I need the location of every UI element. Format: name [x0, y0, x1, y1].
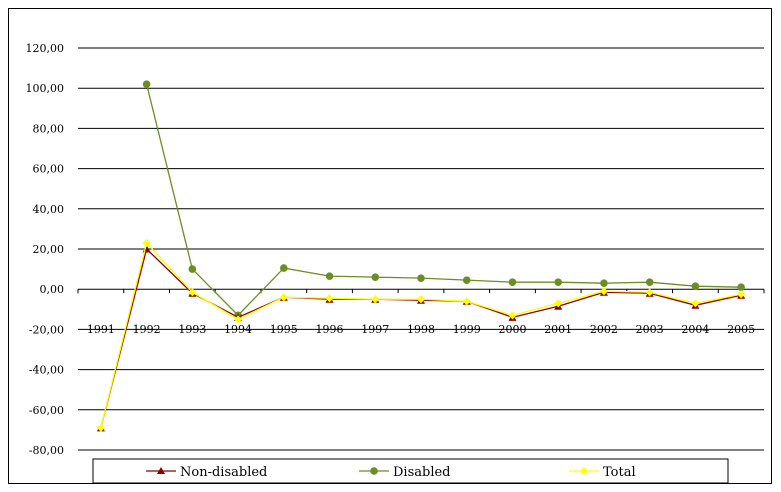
legend-label-non-disabled: Non-disabled: [180, 465, 267, 480]
data-point-disabled: [737, 283, 745, 291]
y-tick-label: 100,00: [26, 82, 65, 95]
x-tick-label: 1994: [224, 323, 252, 336]
data-point-disabled: [371, 273, 380, 281]
data-point-disabled: [600, 279, 608, 287]
x-tick-label: 1998: [407, 323, 435, 336]
data-point-disabled: [417, 274, 425, 282]
data-point-total: [234, 315, 243, 324]
legend-label-disabled: Disabled: [393, 465, 451, 480]
data-point-disabled: [508, 278, 517, 286]
data-point-total: [645, 288, 654, 297]
legend: Non-disabled Disabled Total: [92, 458, 729, 484]
x-tick-label: 2003: [636, 323, 664, 336]
y-tick-label: 80,00: [33, 122, 65, 135]
data-point-disabled: [645, 278, 654, 286]
y-tick-label: 120,00: [26, 42, 65, 55]
legend-item-disabled: Disabled: [359, 465, 451, 480]
data-point-total: [508, 311, 517, 320]
data-point-disabled: [462, 276, 471, 284]
chart-frame: [8, 8, 772, 484]
legend-marker-disabled: [370, 467, 378, 475]
data-point-disabled: [280, 264, 288, 272]
legend-label-total: Total: [603, 465, 636, 480]
data-point-total: [142, 238, 151, 247]
data-point-disabled: [691, 282, 700, 290]
x-tick-label: 2004: [681, 323, 709, 336]
x-tick-label: 1991: [87, 323, 115, 336]
data-point-total: [96, 423, 105, 432]
data-point-total: [599, 287, 608, 296]
data-point-total: [325, 294, 334, 303]
series-total: [96, 238, 746, 432]
legend-marker-non-disabled: [157, 467, 165, 474]
y-tick-label: -40,00: [29, 364, 64, 377]
x-tick-label: 1993: [178, 323, 206, 336]
y-tick-label: -60,00: [29, 404, 64, 417]
x-tick-label: 1999: [453, 323, 481, 336]
y-tick-label: 60,00: [33, 163, 65, 176]
series-disabled: [142, 80, 745, 320]
x-tick-label: 2001: [544, 323, 572, 336]
data-point-total: [691, 299, 700, 308]
grid-lines: [78, 47, 764, 451]
legend-marker-total: [580, 467, 588, 475]
legend-box: [92, 458, 729, 484]
y-tick-label: -80,00: [29, 444, 64, 457]
data-point-total: [737, 290, 746, 299]
x-tick-label: 1992: [133, 323, 161, 336]
series-group: [96, 80, 746, 432]
data-point-disabled: [188, 265, 197, 273]
data-point-total: [188, 288, 197, 297]
data-point-total: [279, 293, 288, 302]
series-non-disabled: [96, 245, 746, 432]
data-point-disabled: [325, 272, 334, 280]
y-tick-label: -20,00: [29, 323, 64, 336]
y-tick-label: 20,00: [33, 243, 65, 256]
y-tick-label: 40,00: [33, 203, 65, 216]
data-point-disabled: [142, 80, 151, 88]
x-tick-label: 1995: [270, 323, 298, 336]
x-tick-label: 1997: [361, 323, 389, 336]
x-tick-label: 2005: [727, 323, 755, 336]
x-tick-label: 1996: [316, 323, 344, 336]
data-point-disabled: [554, 278, 562, 286]
legend-item-non-disabled: Non-disabled: [146, 465, 267, 480]
data-point-total: [417, 295, 425, 304]
series-line-disabled: [145, 84, 742, 317]
x-axis: [77, 289, 765, 294]
x-tick-label: 2002: [590, 323, 618, 336]
data-point-total: [371, 295, 380, 304]
y-tick-label: 0,00: [40, 283, 65, 296]
data-point-total: [462, 297, 471, 306]
data-point-total: [554, 299, 563, 308]
y-axis-tick-labels: -80,00 -60,00 -40,00 -20,00 0,00 20,00 40,00 60…: [26, 42, 65, 457]
x-axis-tick-labels: 1991 1992 1993 1994 1995 1996 1997 1998 1999 2000…: [87, 323, 755, 336]
legend-item-total: Total: [569, 465, 636, 480]
x-tick-label: 2000: [498, 323, 526, 336]
